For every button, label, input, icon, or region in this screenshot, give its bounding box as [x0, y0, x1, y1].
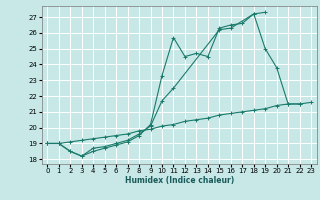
X-axis label: Humidex (Indice chaleur): Humidex (Indice chaleur) [124, 176, 234, 185]
